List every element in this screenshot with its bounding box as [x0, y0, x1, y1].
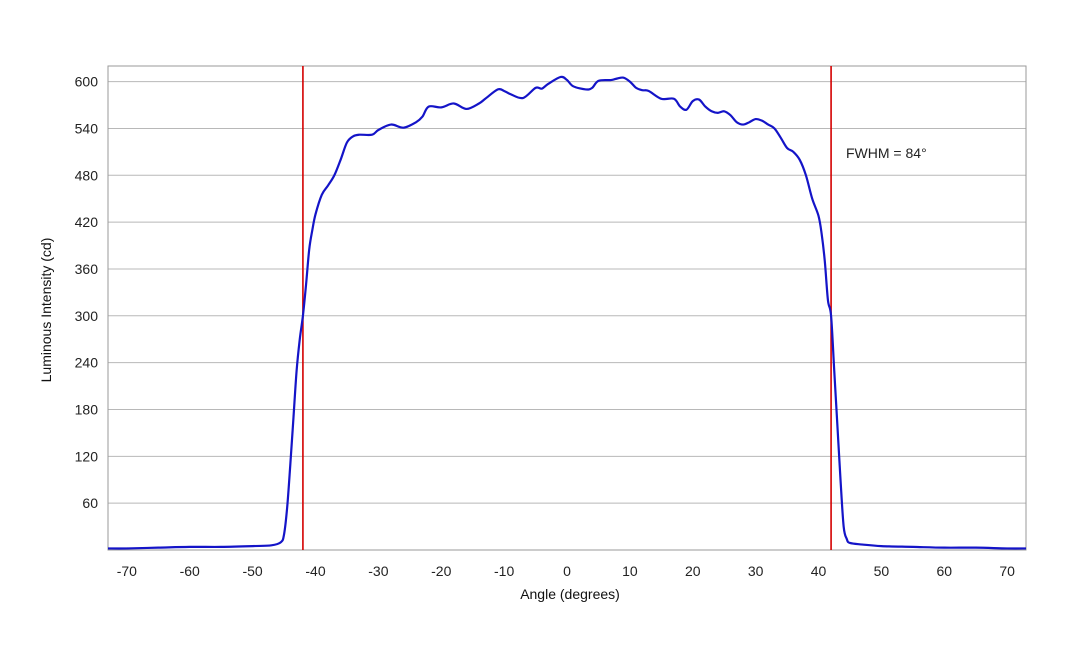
gridlines	[108, 81, 1026, 504]
x-tick-label: 40	[811, 563, 827, 579]
y-tick-labels: 60 120 180 240 300 360 420 480 540 600	[75, 74, 99, 512]
plot-frame	[107, 65, 1027, 551]
x-tick-label: 50	[874, 563, 890, 579]
x-tick-label: -20	[431, 563, 451, 579]
reference-lines	[302, 66, 832, 550]
y-tick-label: 180	[75, 401, 99, 417]
x-tick-label: -60	[180, 563, 200, 579]
x-tick-label: 0	[563, 563, 571, 579]
y-tick-label: 240	[75, 355, 99, 371]
y-tick-label: 420	[75, 214, 99, 230]
y-tick-label: 120	[75, 448, 99, 464]
x-tick-label: -50	[242, 563, 262, 579]
x-tick-label: 60	[936, 563, 952, 579]
x-tick-label: -40	[305, 563, 325, 579]
x-tick-label: -30	[368, 563, 388, 579]
y-tick-label: 300	[75, 308, 99, 324]
x-tick-label: 20	[685, 563, 701, 579]
fwhm-annotation: FWHM = 84°	[846, 145, 927, 161]
y-tick-label: 360	[75, 261, 99, 277]
y-axis-label: Luminous Intensity (cd)	[38, 238, 54, 383]
y-tick-label: 60	[82, 495, 98, 511]
x-tick-labels: -70 -60 -50 -40 -30 -20 -10 0 10 20 30 40 50 60 70	[117, 563, 1015, 579]
x-tick-label: -70	[117, 563, 137, 579]
y-tick-label: 480	[75, 167, 99, 183]
series-layer	[107, 75, 1027, 550]
x-axis-label: Angle (degrees)	[520, 586, 620, 602]
x-tick-label: 30	[748, 563, 764, 579]
x-tick-label: 10	[622, 563, 638, 579]
y-tick-label: 540	[75, 120, 99, 136]
x-tick-label: 70	[999, 563, 1015, 579]
luminous-intensity-line	[107, 75, 1027, 550]
x-tick-label: -10	[494, 563, 514, 579]
y-tick-label: 600	[75, 74, 99, 90]
